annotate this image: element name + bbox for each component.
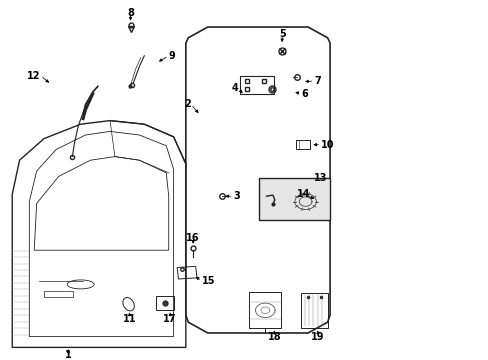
Bar (249, 292, 281, 328)
Text: 8: 8 (127, 8, 134, 18)
Bar (155, 296, 174, 310)
Text: 4: 4 (231, 83, 238, 93)
Text: 18: 18 (267, 332, 281, 342)
Text: 6: 6 (301, 89, 308, 99)
Text: 17: 17 (163, 314, 177, 324)
Bar (300, 293, 327, 328)
Text: 5: 5 (278, 29, 285, 39)
Text: 1: 1 (65, 350, 72, 360)
Text: 19: 19 (310, 332, 324, 342)
Text: 12: 12 (27, 71, 41, 81)
Text: 15: 15 (202, 276, 215, 286)
Text: 7: 7 (314, 76, 321, 86)
Bar (177, 266, 197, 279)
Text: 9: 9 (168, 51, 175, 61)
Text: 2: 2 (183, 99, 190, 109)
Text: 10: 10 (321, 140, 334, 150)
Text: 14: 14 (297, 189, 310, 199)
Text: 13: 13 (313, 173, 326, 183)
Text: 16: 16 (186, 233, 200, 243)
Bar (259, 178, 329, 220)
Bar (44, 291, 73, 297)
Bar (239, 76, 273, 94)
Bar (295, 140, 309, 149)
Text: 3: 3 (233, 191, 240, 201)
Text: 11: 11 (122, 314, 136, 324)
